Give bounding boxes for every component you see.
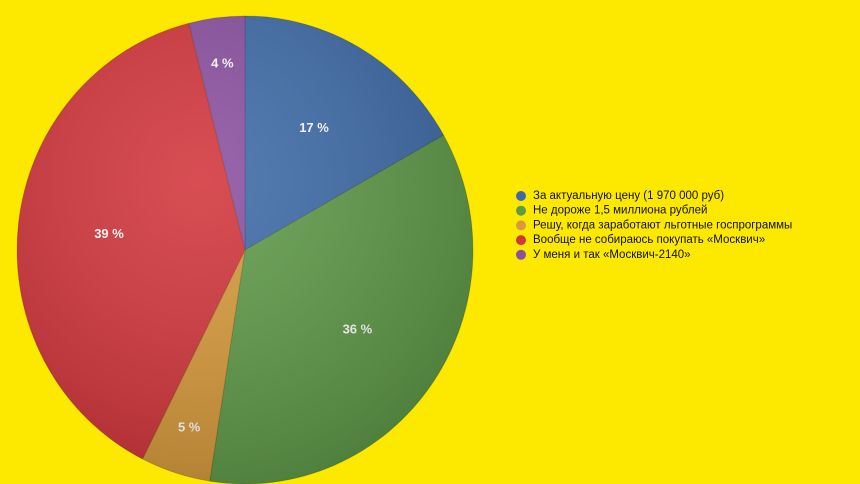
legend-marker [516, 220, 526, 231]
value-label: 4 % [211, 56, 234, 71]
legend-marker [516, 205, 526, 216]
legend: За актуальную цену (1 970 000 руб) Не дор… [516, 190, 792, 261]
pie: 17 % 36 % 5 % 39 % 4 % [16, 15, 474, 484]
legend-marker [516, 249, 526, 260]
legend-label: За актуальную цену (1 970 000 руб) [533, 190, 724, 202]
value-label: 39 % [94, 226, 124, 241]
value-label: 17 % [299, 120, 329, 135]
legend-label: У меня и так «Москвич-2140» [533, 249, 691, 261]
legend-label: Решу, когда заработают льготные госпрогр… [533, 219, 792, 231]
legend-marker [516, 235, 526, 246]
legend-label: Не дороже 1,5 миллиона рублей [533, 205, 707, 217]
legend-label: Вообще не собираюсь покупать «Москвич» [533, 234, 765, 246]
legend-marker [516, 191, 526, 201]
value-label: 5 % [178, 420, 201, 435]
value-label: 36 % [343, 321, 373, 336]
